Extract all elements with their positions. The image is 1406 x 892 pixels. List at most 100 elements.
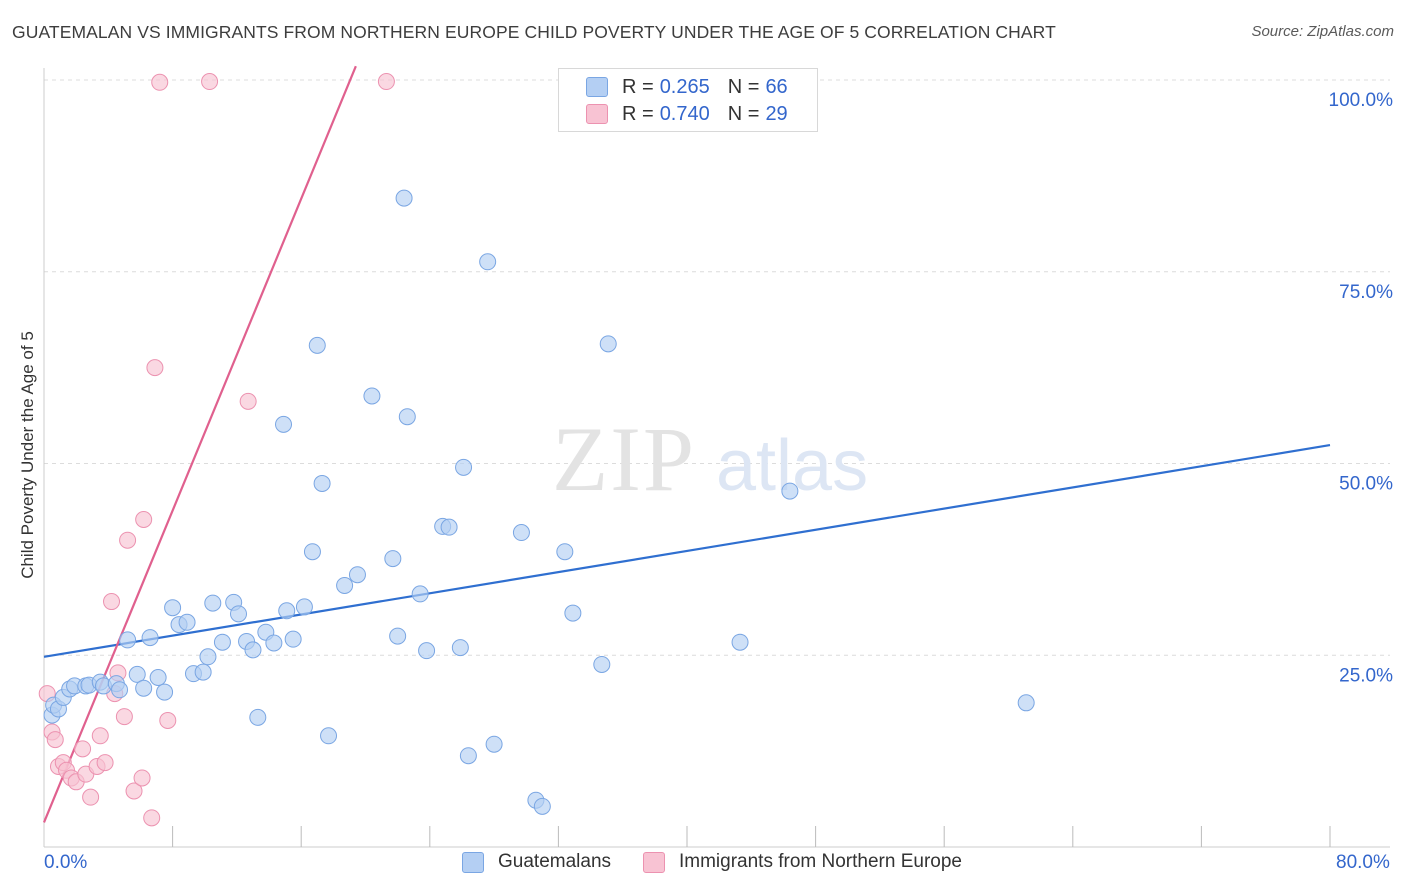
guatemalan-point bbox=[178, 613, 196, 631]
legend-row-guatemalans: R = 0.265 N = 66 bbox=[586, 74, 788, 100]
y-axis-title: Child Poverty Under the Age of 5 bbox=[18, 331, 37, 579]
guatemalan-point bbox=[135, 679, 153, 697]
guatemalan-point bbox=[111, 681, 129, 699]
guatemalan-point bbox=[512, 524, 530, 542]
guatemalan-point bbox=[363, 387, 381, 405]
guatemalan-point bbox=[308, 336, 326, 354]
legend-r-label: R = bbox=[622, 102, 654, 125]
chart-title: GUATEMALAN VS IMMIGRANTS FROM NORTHERN E… bbox=[12, 22, 1056, 42]
guatemalan-point bbox=[249, 708, 267, 726]
bottom-legend-label: Guatemalans bbox=[498, 851, 612, 872]
legend-swatch-blue bbox=[586, 77, 608, 97]
legend-r-value: 0.740 bbox=[659, 102, 710, 125]
northern-europe-point bbox=[135, 510, 153, 528]
x-tick-max: 80.0% bbox=[1336, 852, 1390, 873]
legend-n-value: 29 bbox=[765, 102, 788, 125]
northern-europe-point bbox=[82, 788, 100, 806]
northern-europe-point bbox=[103, 593, 121, 611]
guatemalan-point bbox=[440, 518, 458, 536]
guatemalan-point bbox=[313, 474, 331, 492]
guatemalan-point bbox=[141, 629, 159, 647]
legend-n-label: N = bbox=[727, 75, 760, 98]
grid bbox=[44, 79, 1390, 656]
guatemalan-point bbox=[1017, 694, 1035, 712]
northern-europe-trend-line bbox=[42, 65, 357, 823]
legend-row-northern-europe: R = 0.740 N = 29 bbox=[586, 101, 788, 127]
bottom-legend-swatch-blue bbox=[462, 851, 484, 873]
guatemalan-point bbox=[599, 335, 617, 353]
legend-r-label: R = bbox=[622, 75, 654, 98]
trend-lines bbox=[42, 65, 1331, 823]
guatemalan-point bbox=[303, 543, 321, 561]
guatemalan-point bbox=[149, 668, 167, 686]
guatemalan-point bbox=[411, 585, 429, 603]
guatemalan-point bbox=[164, 599, 182, 617]
bottom-legend-label: Immigrants from Northern Europe bbox=[679, 851, 962, 872]
y-tick-labels: 100.0% 75.0% 50.0% 25.0% bbox=[1329, 90, 1394, 686]
guatemalan-point bbox=[781, 482, 799, 500]
guatemalan-point bbox=[485, 735, 503, 753]
guatemalan-point bbox=[455, 458, 473, 476]
y-tick-label: 25.0% bbox=[1339, 665, 1393, 686]
guatemalan-point bbox=[320, 727, 338, 745]
y-tick-label: 50.0% bbox=[1339, 474, 1393, 495]
guatemalan-point bbox=[336, 576, 354, 594]
bottom-legend-swatch-pink bbox=[643, 851, 665, 873]
northern-europe-point bbox=[239, 392, 257, 410]
chart-source: Source: ZipAtlas.com bbox=[1251, 23, 1394, 40]
guatemalan-trend-line bbox=[43, 444, 1331, 658]
legend-n-label: N = bbox=[727, 102, 760, 125]
northern-europe-point bbox=[377, 73, 395, 91]
guatemalan-point bbox=[278, 602, 296, 620]
northern-europe-point bbox=[201, 73, 219, 91]
guatemalan-point bbox=[564, 604, 582, 622]
y-tick-label: 100.0% bbox=[1329, 90, 1394, 111]
y-tick-label: 75.0% bbox=[1339, 282, 1393, 303]
northern-europe-point bbox=[91, 727, 109, 745]
northern-europe-point bbox=[133, 769, 151, 787]
guatemalan-point bbox=[244, 641, 262, 659]
guatemalan-point bbox=[533, 797, 551, 815]
guatemalan-point bbox=[593, 655, 611, 673]
points bbox=[38, 73, 1035, 827]
guatemalan-point bbox=[230, 605, 248, 623]
legend-r-value: 0.265 bbox=[659, 75, 710, 98]
bottom-legend-northern-europe: Immigrants from Northern Europe bbox=[643, 851, 962, 873]
guatemalan-point bbox=[384, 550, 402, 568]
guatemalan-point bbox=[275, 415, 293, 433]
guatemalan-point bbox=[199, 648, 217, 666]
guatemalan-point bbox=[348, 566, 366, 584]
guatemalan-point bbox=[284, 630, 302, 648]
guatemalan-point bbox=[265, 634, 283, 652]
guatemalan-point bbox=[459, 747, 477, 765]
northern-europe-point bbox=[159, 711, 177, 729]
watermark-zip: ZIP bbox=[552, 408, 696, 510]
guatemalan-point bbox=[398, 408, 416, 426]
guatemalan-point bbox=[204, 594, 222, 612]
guatemalan-point bbox=[418, 642, 436, 660]
northern-europe-point bbox=[146, 359, 164, 377]
guatemalan-point bbox=[295, 598, 313, 616]
guatemalan-point bbox=[731, 633, 749, 651]
bottom-legend-guatemalans: Guatemalans bbox=[462, 851, 611, 873]
guatemalan-point bbox=[128, 665, 146, 683]
guatemalan-point bbox=[194, 663, 212, 681]
legend-swatch-pink bbox=[586, 104, 608, 124]
guatemalan-point bbox=[213, 633, 231, 651]
northern-europe-point bbox=[125, 782, 143, 800]
guatemalan-point bbox=[389, 627, 407, 645]
guatemalan-point bbox=[119, 631, 137, 649]
northern-europe-point bbox=[119, 531, 137, 549]
legend: R = 0.265 N = 66 R = 0.740 N = 29 bbox=[558, 68, 818, 132]
northern-europe-point bbox=[115, 708, 133, 726]
northern-europe-point bbox=[46, 731, 64, 749]
watermark: ZIP atlas bbox=[552, 408, 868, 510]
northern-europe-point bbox=[74, 740, 92, 758]
northern-europe-point bbox=[96, 754, 114, 772]
guatemalan-point bbox=[156, 683, 174, 701]
northern-europe-point bbox=[143, 809, 161, 827]
legend-n-value: 66 bbox=[765, 75, 788, 98]
x-tick-min: 0.0% bbox=[44, 852, 88, 873]
guatemalan-point bbox=[395, 189, 413, 207]
